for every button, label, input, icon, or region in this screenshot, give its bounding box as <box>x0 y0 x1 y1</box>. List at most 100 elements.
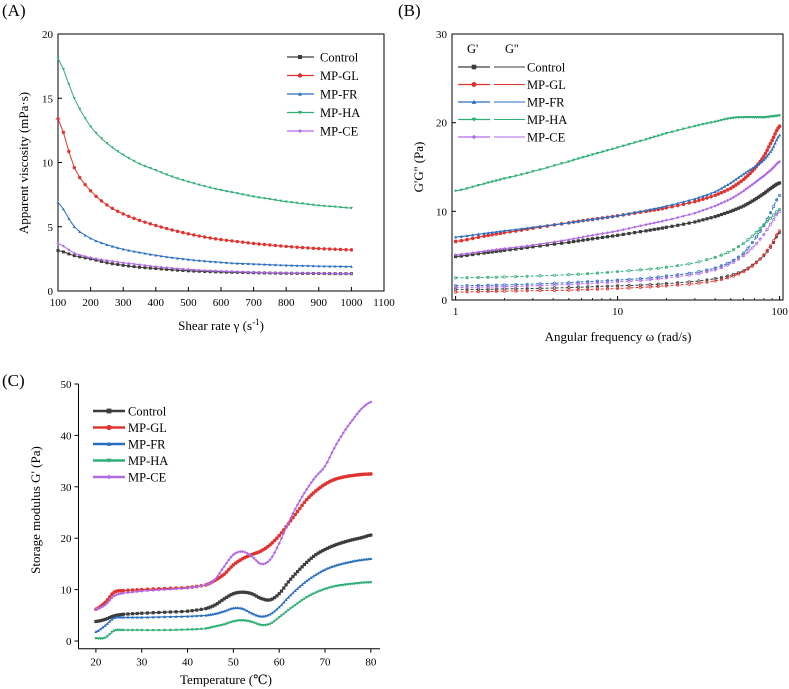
panel-a-point-mp-ha <box>61 67 65 71</box>
panel-b-g2-point-mp-ce <box>775 213 779 217</box>
panel-a-point-mp-fr <box>349 265 353 268</box>
panel-b-g2-point-mp-gl <box>772 239 776 243</box>
panel-b-g1-point-mp-ha <box>638 139 643 143</box>
panel-b-g1-point-control <box>722 211 727 216</box>
panel-b-g2-point-control <box>778 231 782 235</box>
panel-b-g1-point-mp-gl <box>762 154 766 159</box>
panel-b-g1-point-mp-ha <box>525 171 529 175</box>
panel-b-g1-point-mp-ce <box>731 195 735 199</box>
panel-c-point-mp-ha <box>256 623 261 627</box>
panel-b-g2-point-mp-ha <box>656 266 660 270</box>
panel-b-g1-point-mp-ce <box>739 190 743 195</box>
panel-c-point-mp-ha <box>238 619 242 623</box>
panel-c-point-mp-ha <box>289 607 293 611</box>
panel-a-point-mp-fr <box>170 256 174 259</box>
panel-c-point-mp-ce <box>305 487 309 491</box>
panel-a: (A) 100 200 300 400 500 600 700 800 900 1000 1100 … <box>2 1 395 333</box>
panel-c-point-mp-ce <box>103 603 107 607</box>
panel-c-point-mp-ce <box>289 516 293 520</box>
panel-b-g1-point-mp-fr <box>633 210 637 214</box>
panel-c-point-mp-ce <box>247 553 252 557</box>
panel-a-point-mp-ce <box>121 261 125 265</box>
panel-c-y-tick-label: 30 <box>60 482 72 494</box>
panel-a-point-mp-ce <box>143 263 147 267</box>
panel-b-g1-point-mp-ha <box>605 149 610 152</box>
panel-a-point-mp-fr <box>301 264 304 267</box>
panel-a-point-mp-ce <box>138 263 141 267</box>
panel-c-point-mp-fr <box>174 615 178 618</box>
panel-b-g1-point-mp-ce <box>687 212 691 217</box>
panel-b-y-tick-label: 0 <box>442 295 448 307</box>
panel-b-g1-point-mp-ce <box>762 174 766 178</box>
panel-b-g1-point-mp-gl <box>713 193 717 198</box>
panel-b-g1-point-mp-gl <box>681 202 686 206</box>
panel-b-g2-point-mp-ha <box>742 241 746 245</box>
panel-a-point-mp-fr <box>203 259 207 263</box>
panel-c-point-mp-fr <box>245 609 249 613</box>
panel-a-legend-marker-control <box>298 55 302 59</box>
panel-c-point-mp-gl <box>103 600 107 605</box>
panel-c-point-mp-fr <box>348 560 352 564</box>
panel-c-point-mp-ce <box>199 584 203 588</box>
panel-b-g1-point-mp-fr <box>610 214 615 218</box>
panel-a-x-tick-label: 800 <box>278 297 295 309</box>
panel-a-point-mp-fr <box>322 264 326 268</box>
panel-a-point-mp-ha <box>83 117 87 120</box>
panel-b-g1-point-mp-ha <box>595 151 600 155</box>
panel-a-y-axis-label: Apparent viscosity (mPa·s) <box>16 92 31 234</box>
panel-b-g2-point-mp-gl <box>778 229 782 233</box>
panel-b-y-tick-label: 20 <box>436 118 448 130</box>
panel-a-point-mp-ce <box>279 271 283 275</box>
panel-a-series-mp-fr <box>56 200 353 268</box>
panel-c-point-mp-fr <box>231 606 235 610</box>
panel-b-legend-label-mp-ce: MP-CE <box>527 131 566 145</box>
panel-b-g1-point-mp-fr <box>576 219 580 223</box>
panel-c-point-control <box>277 592 281 596</box>
panel-c-y-tick-label: 0 <box>66 636 72 648</box>
panel-b-g2-point-mp-ha <box>576 272 580 276</box>
panel-b-g1-point-control <box>494 249 498 254</box>
panel-c-point-control <box>185 609 190 613</box>
panel-a-point-mp-ha <box>138 162 141 166</box>
panel-c-point-mp-ce <box>208 581 213 585</box>
panel-c-point-mp-ce <box>261 562 265 566</box>
panel-c-y-tick-label: 20 <box>60 533 72 545</box>
panel-a-point-mp-gl <box>78 175 82 180</box>
panel-b-g1-point-control <box>739 205 743 209</box>
panel-b-g1-point-mp-ha <box>486 181 490 185</box>
panel-c-point-mp-ce <box>325 460 329 464</box>
panel-b-g2-point-mp-ha <box>465 276 469 280</box>
panel-c-point-mp-gl <box>295 509 300 514</box>
panel-a-point-mp-gl <box>327 247 332 251</box>
panel-a-point-mp-gl <box>349 248 354 252</box>
panel-c-x-tick-label: 20 <box>90 657 102 669</box>
panel-a-point-mp-gl <box>235 239 239 244</box>
panel-b-g2-point-mp-ce <box>758 237 762 241</box>
panel-a-point-mp-fr <box>94 239 98 243</box>
panel-b-g1-point-mp-ha <box>576 157 580 161</box>
panel-c-point-mp-ha <box>360 581 364 585</box>
panel-c-point-mp-ce <box>215 574 219 579</box>
panel-b-g1-point-mp-fr <box>621 213 625 217</box>
panel-c-point-mp-ce <box>227 558 231 562</box>
panel-c-point-mp-fr <box>110 617 114 621</box>
panel-b-g1-point-mp-fr <box>494 230 498 234</box>
panel-b-g1-point-mp-fr <box>729 181 733 185</box>
panel-c-point-mp-ce <box>360 407 364 411</box>
panel-b-g1-point-mp-ha <box>627 143 631 146</box>
panel-c-point-mp-ha <box>119 628 123 632</box>
panel-c-point-mp-fr <box>307 577 311 581</box>
panel-b-g1-point-mp-fr <box>545 223 549 227</box>
panel-c-point-mp-ha <box>311 592 316 596</box>
panel-c-point-mp-fr <box>185 614 190 618</box>
panel-a-point-mp-fr <box>306 264 310 268</box>
panel-a-point-mp-fr <box>284 263 288 267</box>
panel-a-point-mp-ha <box>67 83 71 86</box>
panel-a-y-tick-label: 20 <box>42 29 54 41</box>
panel-b-g1-point-mp-ce <box>633 225 637 229</box>
panel-b-g2-point-mp-ce <box>567 282 571 287</box>
panel-c-point-mp-ce <box>213 577 217 581</box>
panel-a-legend-marker-mp-fr <box>298 92 302 96</box>
panel-b-g1-point-mp-gl <box>770 138 774 143</box>
panel-c-point-mp-ce <box>369 400 373 404</box>
